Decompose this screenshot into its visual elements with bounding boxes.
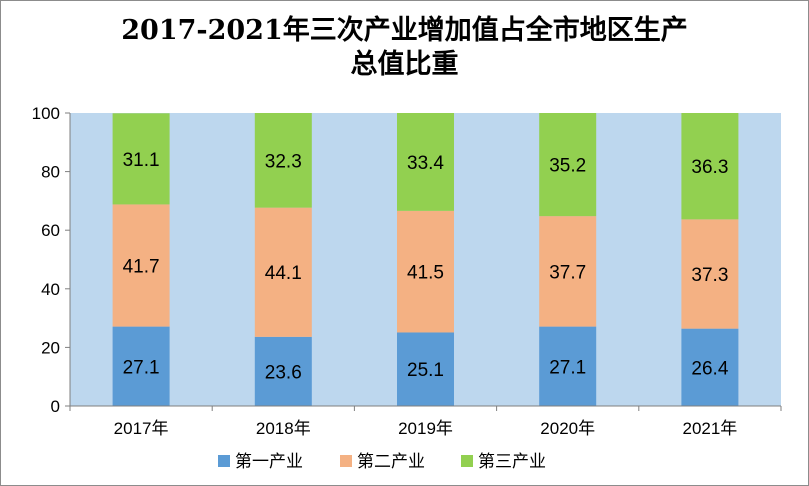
bar-segment-3 bbox=[539, 113, 597, 217]
y-tick-label: 40 bbox=[41, 280, 60, 299]
bar-segment-3 bbox=[397, 113, 454, 211]
bar-segment-1 bbox=[397, 332, 454, 406]
bar-segment-1 bbox=[539, 326, 597, 406]
legend-label: 第三产业 bbox=[478, 452, 546, 472]
data-label: 26.4 bbox=[691, 358, 728, 379]
bar-segment-2 bbox=[681, 219, 739, 329]
y-tick-label: 60 bbox=[41, 221, 60, 240]
bar-segment-3 bbox=[254, 113, 312, 208]
data-label: 25.1 bbox=[407, 360, 444, 381]
data-label: 37.7 bbox=[549, 262, 586, 283]
legend-swatch bbox=[218, 455, 230, 467]
bar-segment-2 bbox=[254, 207, 312, 337]
y-axis: 0 20 40 60 80 100 bbox=[32, 104, 71, 416]
x-tick-label: 2017年 bbox=[114, 419, 169, 438]
legend: 第一产业 第二产业 第三产业 bbox=[218, 452, 546, 472]
legend-label: 第一产业 bbox=[235, 452, 303, 472]
data-label: 41.5 bbox=[407, 263, 444, 284]
chart-title-line1: 2017-2021年三次产业增加值占全市地区生产 bbox=[121, 15, 688, 46]
y-tick-label: 0 bbox=[51, 397, 60, 416]
bar-segment-3 bbox=[681, 113, 739, 220]
bar-segment-3 bbox=[112, 113, 170, 205]
bar-segment-2 bbox=[397, 210, 454, 333]
data-label: 33.4 bbox=[407, 153, 444, 174]
bar-segment-1 bbox=[254, 336, 312, 406]
y-tick-label: 20 bbox=[41, 338, 60, 357]
bar-segment-1 bbox=[681, 328, 739, 406]
y-tick-label: 100 bbox=[32, 104, 60, 123]
data-label: 44.1 bbox=[265, 263, 302, 284]
data-label: 23.6 bbox=[265, 362, 302, 383]
legend-label: 第二产业 bbox=[357, 452, 425, 472]
x-tick-label: 2020年 bbox=[540, 419, 595, 438]
x-tick-label: 2021年 bbox=[682, 419, 737, 438]
legend-swatch bbox=[461, 455, 473, 467]
data-label: 27.1 bbox=[549, 357, 586, 378]
bars: 27.1 41.7 31.1 23.6 44.1 32.3 25.1 41.5 33.4 27.1… bbox=[112, 113, 739, 406]
bar-segment-2 bbox=[112, 204, 170, 327]
legend-swatch bbox=[340, 455, 352, 467]
chart-title: 2017-2021年三次产业增加值占全市地区生产 总值比重 bbox=[0, 14, 809, 82]
chart-title-line2: 总值比重 bbox=[350, 49, 459, 80]
data-label: 41.7 bbox=[123, 257, 160, 278]
data-label: 27.1 bbox=[123, 357, 160, 378]
x-tick-label: 2018年 bbox=[256, 419, 311, 438]
data-label: 36.3 bbox=[691, 157, 728, 178]
y-tick-label: 80 bbox=[41, 163, 60, 182]
data-label: 31.1 bbox=[123, 150, 160, 171]
bar-segment-1 bbox=[112, 326, 170, 406]
data-label: 37.3 bbox=[691, 265, 728, 286]
bar-segment-2 bbox=[539, 216, 597, 327]
data-label: 35.2 bbox=[549, 156, 586, 177]
x-axis: 2017年 2018年 2019年 2020年 2021年 bbox=[69, 405, 782, 438]
x-tick-label: 2019年 bbox=[398, 419, 453, 438]
data-label: 32.3 bbox=[265, 151, 302, 172]
